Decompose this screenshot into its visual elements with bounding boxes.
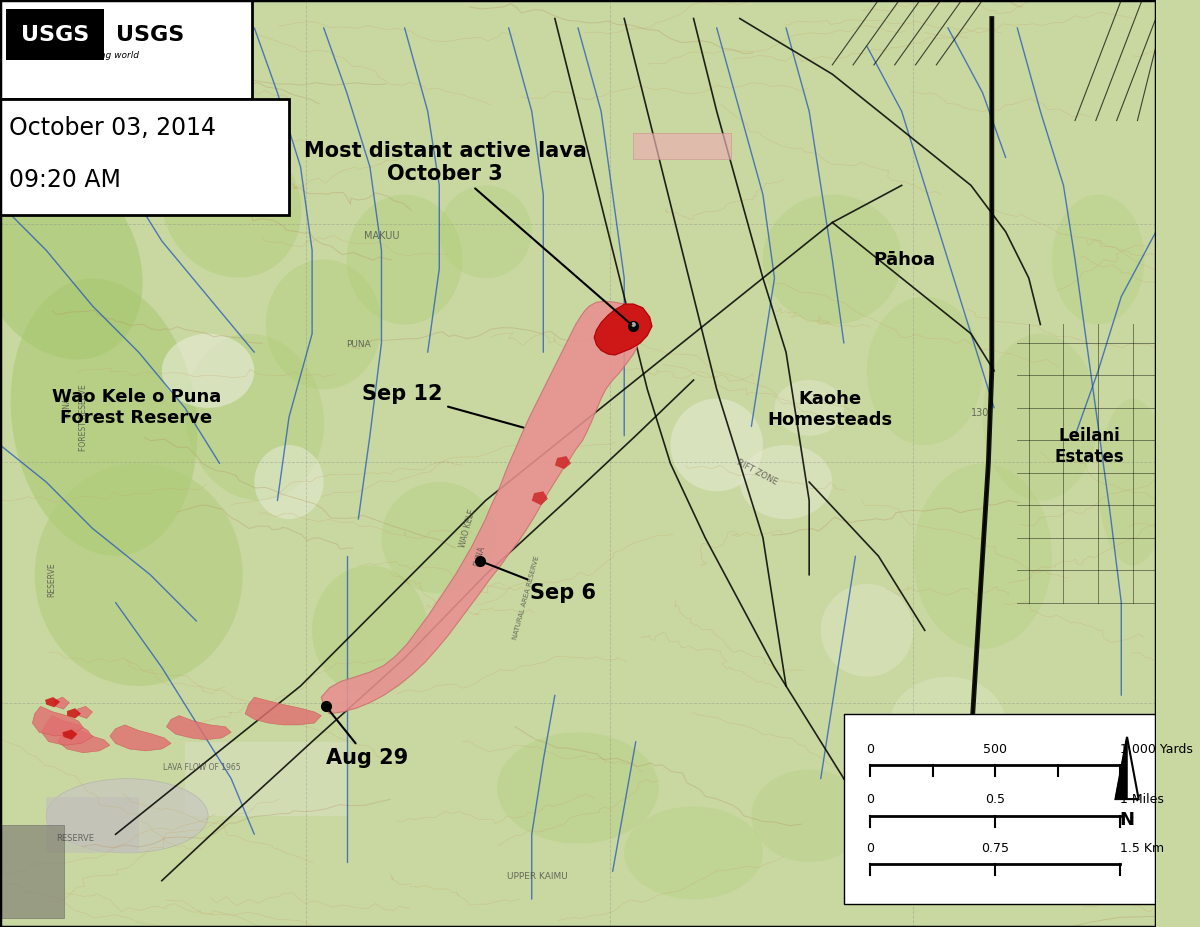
Text: 0.5: 0.5: [985, 794, 1006, 806]
Ellipse shape: [439, 185, 532, 278]
FancyBboxPatch shape: [185, 742, 347, 816]
Text: Most distant active lava
October 3: Most distant active lava October 3: [304, 141, 631, 324]
Polygon shape: [46, 697, 60, 707]
Text: LAVA FLOW OF 1965: LAVA FLOW OF 1965: [163, 763, 241, 772]
Text: Sep 12: Sep 12: [362, 384, 523, 427]
Text: NATURAL AREA RESERVE: NATURAL AREA RESERVE: [512, 555, 540, 641]
Text: 1,000 Yards: 1,000 Yards: [1120, 743, 1193, 756]
Polygon shape: [554, 456, 571, 469]
Text: 0: 0: [866, 743, 875, 756]
Text: MAKUU: MAKUU: [364, 232, 400, 241]
Polygon shape: [245, 697, 322, 725]
Ellipse shape: [162, 334, 254, 408]
Ellipse shape: [254, 445, 324, 519]
Text: ≋: ≋: [4, 26, 20, 44]
Polygon shape: [78, 706, 92, 718]
Ellipse shape: [763, 195, 901, 324]
Polygon shape: [54, 697, 70, 709]
Text: 1 Miles: 1 Miles: [1120, 794, 1164, 806]
Ellipse shape: [312, 565, 427, 695]
Text: Pāhoa: Pāhoa: [872, 250, 935, 269]
Ellipse shape: [774, 380, 844, 436]
Polygon shape: [594, 304, 652, 355]
Text: N: N: [1120, 811, 1134, 829]
FancyBboxPatch shape: [0, 0, 252, 99]
Ellipse shape: [1098, 399, 1168, 565]
Ellipse shape: [983, 334, 1098, 501]
Polygon shape: [1116, 737, 1127, 799]
Ellipse shape: [913, 464, 1052, 649]
Ellipse shape: [671, 399, 763, 491]
FancyBboxPatch shape: [47, 797, 139, 853]
Text: USGS: USGS: [22, 25, 90, 45]
Ellipse shape: [497, 732, 659, 844]
Text: UPPER KAIMU: UPPER KAIMU: [508, 871, 568, 881]
Ellipse shape: [11, 278, 197, 556]
Polygon shape: [42, 716, 92, 745]
Ellipse shape: [751, 769, 866, 862]
Text: Sep 6: Sep 6: [482, 562, 596, 603]
Ellipse shape: [47, 779, 208, 853]
Ellipse shape: [347, 195, 462, 324]
Ellipse shape: [624, 806, 763, 899]
Text: RESERVE: RESERVE: [48, 562, 56, 597]
Text: 0: 0: [866, 794, 875, 806]
Text: Leilani
Estates: Leilani Estates: [1054, 427, 1123, 466]
Text: RIFT ZONE: RIFT ZONE: [736, 458, 779, 488]
Ellipse shape: [821, 584, 913, 677]
Text: science for a changing world: science for a changing world: [10, 51, 139, 60]
Text: MAKUU: MAKUU: [173, 144, 209, 153]
Text: Kaohe
Homesteads: Kaohe Homesteads: [768, 390, 893, 429]
Text: USGS: USGS: [115, 25, 184, 45]
Text: PUNA: PUNA: [62, 398, 72, 418]
FancyBboxPatch shape: [0, 99, 289, 215]
Text: 130: 130: [971, 408, 990, 417]
Text: Aug 29: Aug 29: [326, 708, 409, 768]
FancyBboxPatch shape: [844, 714, 1158, 904]
Ellipse shape: [266, 260, 382, 389]
Polygon shape: [322, 301, 652, 714]
Text: 500: 500: [983, 743, 1007, 756]
Text: RESERVE: RESERVE: [56, 834, 94, 844]
Polygon shape: [532, 491, 548, 505]
FancyBboxPatch shape: [0, 0, 1156, 927]
Text: 1.5 Km: 1.5 Km: [1120, 842, 1164, 855]
Polygon shape: [110, 725, 172, 751]
Text: October 03, 2014: October 03, 2014: [10, 116, 216, 140]
Ellipse shape: [12, 28, 127, 195]
Text: WAO KELE: WAO KELE: [458, 508, 478, 549]
Text: PUNA: PUNA: [346, 340, 371, 349]
Polygon shape: [58, 728, 110, 753]
FancyBboxPatch shape: [634, 133, 731, 159]
Polygon shape: [32, 706, 83, 736]
Polygon shape: [62, 730, 78, 740]
Text: 09:20 AM: 09:20 AM: [10, 168, 121, 192]
Ellipse shape: [185, 334, 324, 501]
Ellipse shape: [740, 445, 833, 519]
FancyBboxPatch shape: [6, 9, 104, 60]
Text: 0.75: 0.75: [982, 842, 1009, 855]
Ellipse shape: [890, 677, 1006, 769]
Text: FOREST RESERVE: FOREST RESERVE: [79, 384, 88, 451]
Text: Wao Kele o Puna
Forest Reserve: Wao Kele o Puna Forest Reserve: [52, 388, 221, 427]
Polygon shape: [67, 708, 80, 718]
Ellipse shape: [35, 464, 242, 686]
FancyBboxPatch shape: [0, 825, 64, 918]
Ellipse shape: [382, 482, 497, 593]
Ellipse shape: [161, 131, 301, 277]
Text: ▶: ▶: [10, 32, 18, 42]
Ellipse shape: [1052, 195, 1145, 324]
Polygon shape: [167, 716, 232, 740]
Ellipse shape: [866, 297, 983, 445]
Text: 0: 0: [866, 842, 875, 855]
Ellipse shape: [0, 159, 143, 360]
Text: PUNA: PUNA: [473, 545, 487, 567]
